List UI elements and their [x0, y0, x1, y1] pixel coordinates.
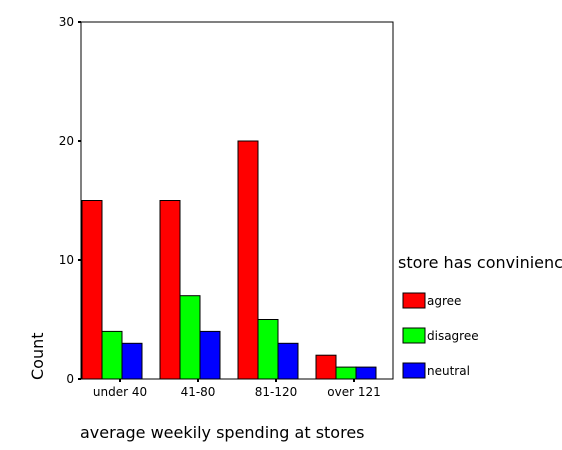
bar-neutral-2	[277, 342, 299, 380]
bar-agree-0	[81, 200, 103, 380]
legend-label-neutral: neutral	[427, 364, 470, 378]
legend-label-disagree: disagree	[427, 329, 479, 343]
bar-disagree-1	[179, 295, 201, 380]
bar-disagree-2	[257, 319, 279, 380]
x-tick-label: 81-120	[255, 385, 298, 399]
bar-neutral-3	[355, 366, 377, 380]
y-tick-label: 10	[59, 253, 74, 267]
y-axis-title: Count	[28, 332, 47, 380]
x-tick-label: over 121	[327, 385, 380, 399]
legend-swatch-agree	[402, 292, 426, 309]
y-axis-ticks: 0 10 20 30	[59, 15, 81, 386]
y-tick-label: 20	[59, 134, 74, 148]
x-axis-title: average weekily spending at stores	[80, 423, 365, 442]
legend-swatch-neutral	[402, 362, 426, 379]
bar-agree-3	[315, 354, 337, 380]
bar-disagree-3	[335, 366, 357, 380]
legend-label-agree: agree	[427, 294, 461, 308]
bar-neutral-0	[121, 342, 143, 380]
plot-frame	[80, 21, 394, 380]
legend-title: store has convinienc	[398, 253, 562, 272]
legend-swatch-disagree	[402, 327, 426, 344]
bar-neutral-1	[199, 330, 221, 380]
bar-agree-1	[159, 200, 181, 380]
bars	[81, 140, 377, 380]
x-tick-label: 41-80	[181, 385, 216, 399]
x-axis-ticks: under 40 41-80 81-120 over 121	[93, 379, 381, 399]
y-tick-label: 0	[66, 372, 74, 386]
x-tick-label: under 40	[93, 385, 147, 399]
bar-disagree-0	[101, 330, 123, 380]
bar-agree-2	[237, 140, 259, 380]
legend: agree disagree neutral	[402, 292, 479, 379]
y-tick-label: 30	[59, 15, 74, 29]
